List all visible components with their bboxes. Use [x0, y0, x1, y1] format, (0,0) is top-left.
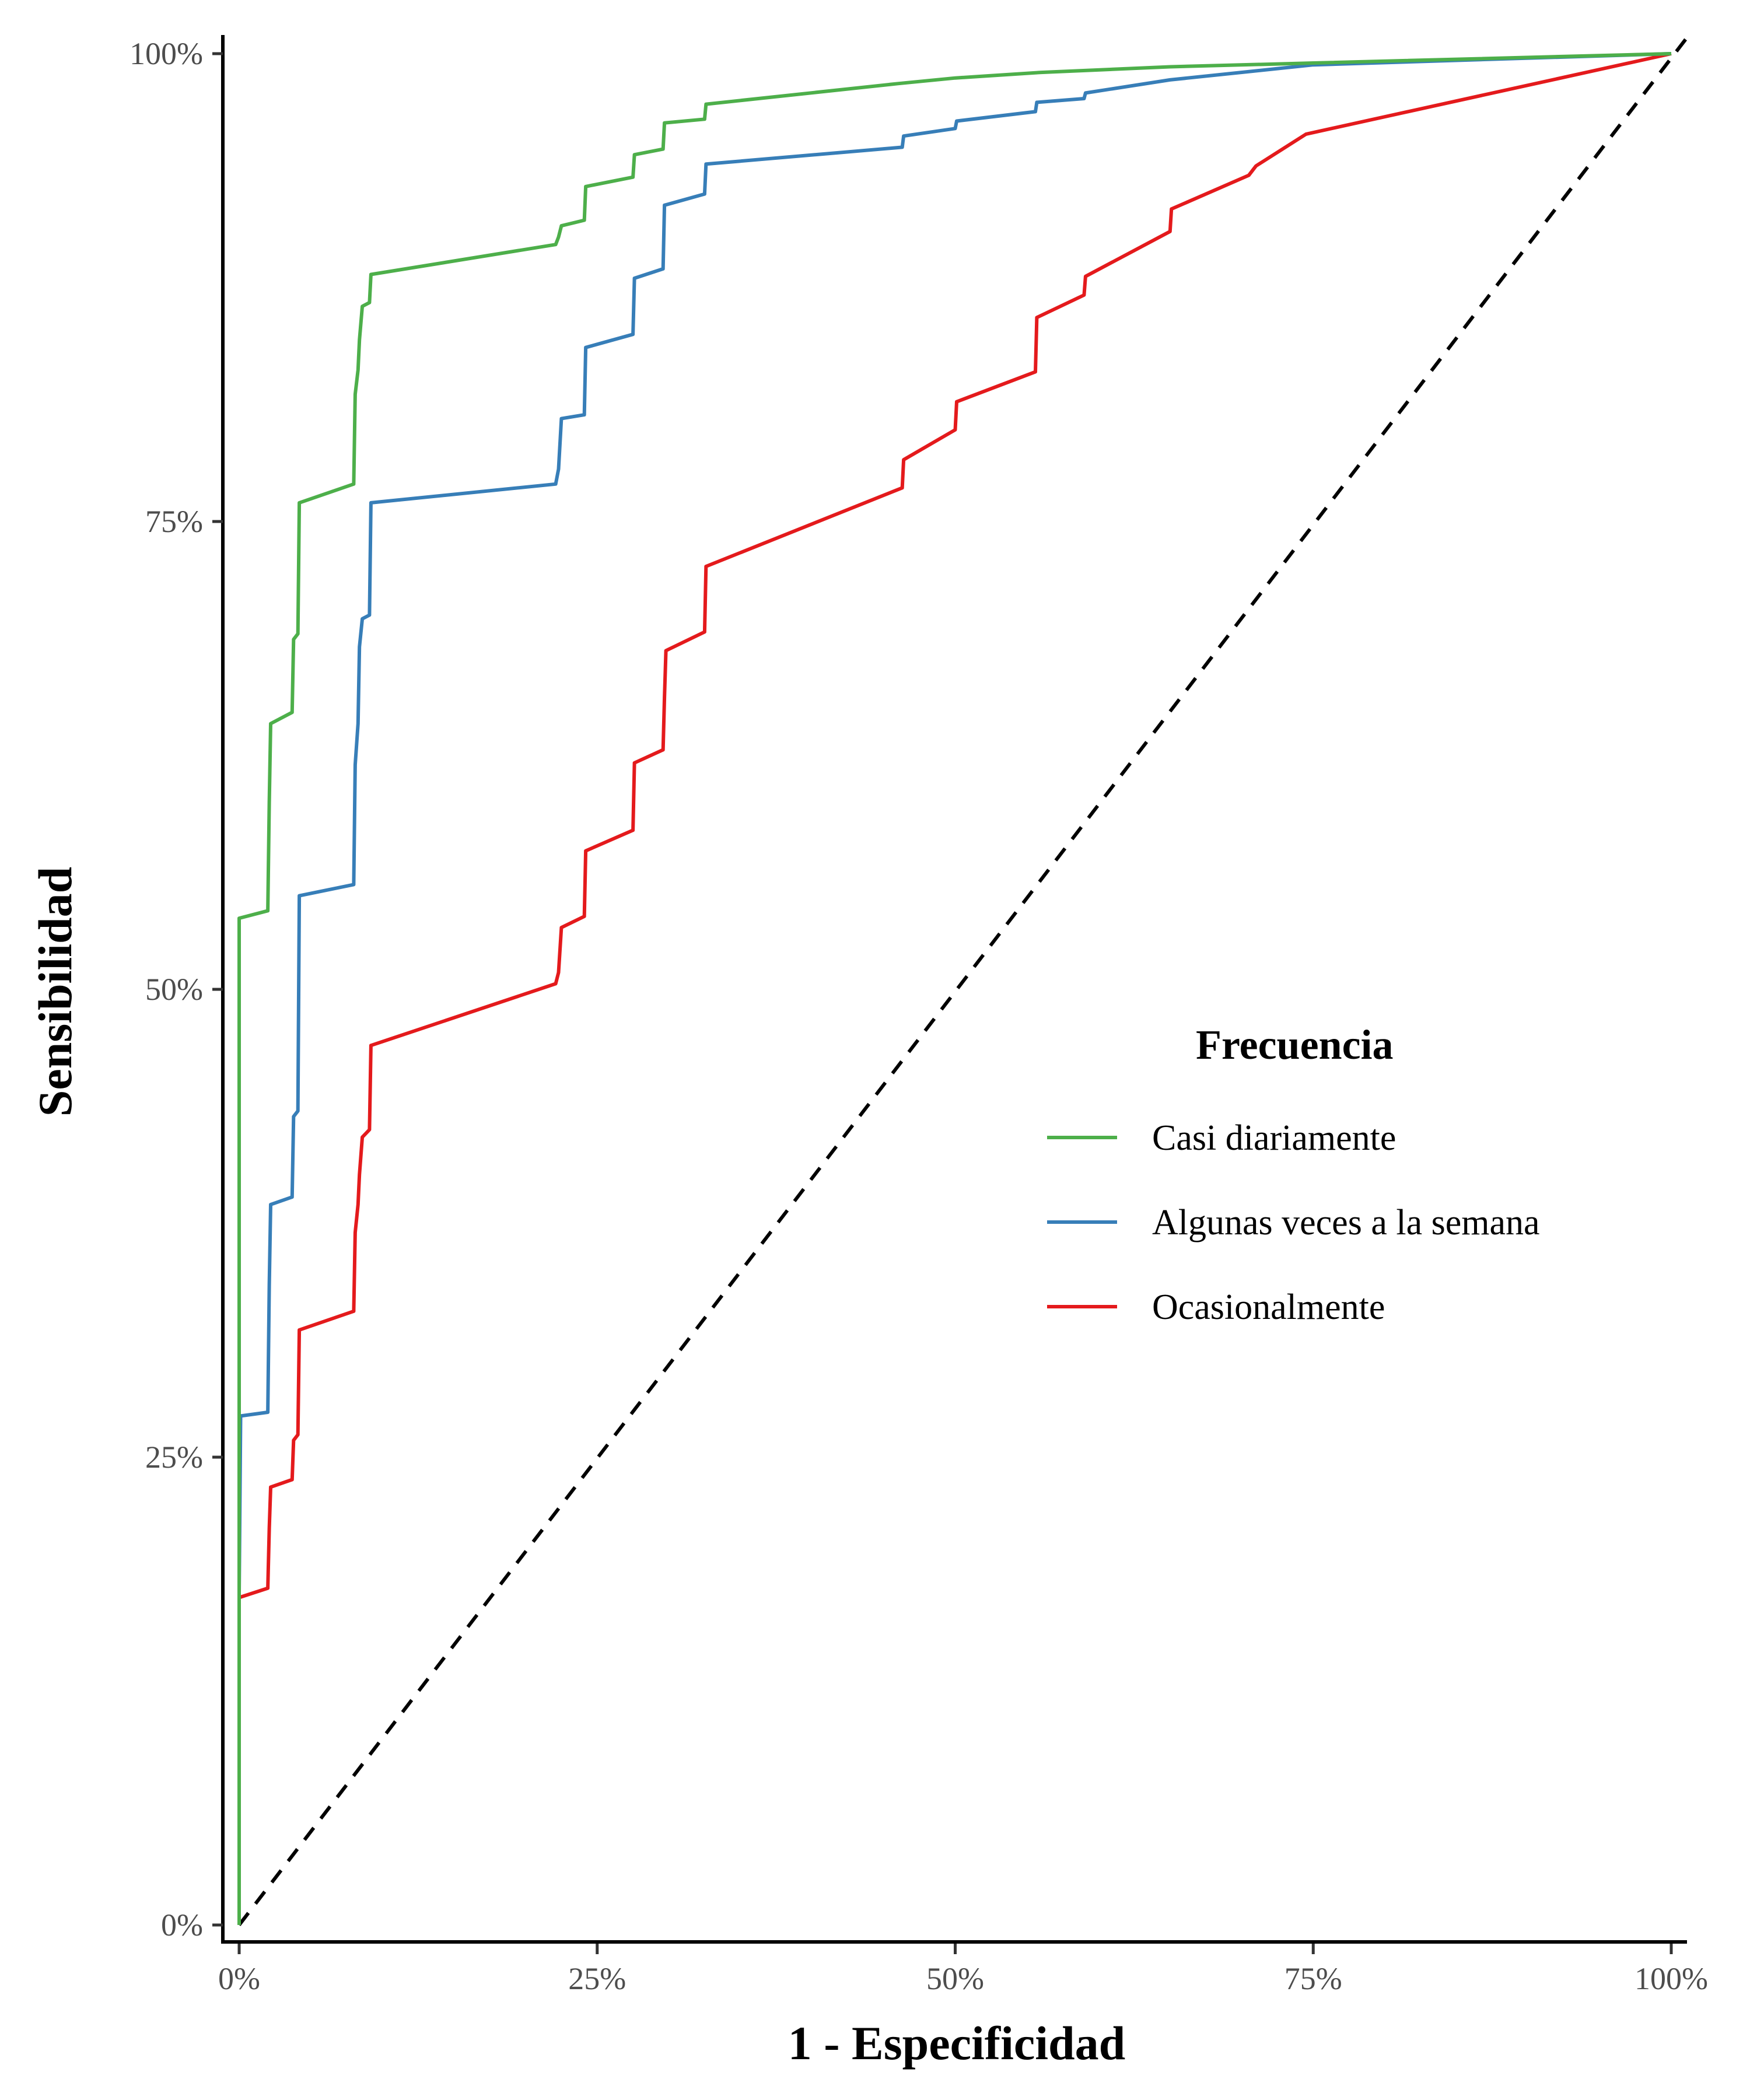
legend-label-ocasionalmente: Ocasionalmente	[1152, 1287, 1385, 1327]
legend-title: Frecuencia	[1196, 1021, 1394, 1068]
y-tick-label: 0%	[161, 1908, 203, 1943]
axes-layer	[221, 35, 1687, 1944]
y-tick-label: 75%	[145, 504, 203, 539]
legend-label-algunas-veces-a-la-semana: Algunas veces a la semana	[1152, 1203, 1540, 1242]
reference-diagonal-line	[237, 38, 1688, 1926]
x-tick-label: 100%	[1634, 1961, 1708, 1996]
y-tick-label: 25%	[145, 1440, 203, 1475]
x-tick-label: 25%	[568, 1961, 626, 1996]
ticks-layer: 0% 25% 50% 75% 100% 0% 25% 50% 75% 100%	[130, 36, 1708, 1996]
series-line-ocasionalmente	[237, 52, 1672, 1925]
reference-line-layer	[237, 38, 1688, 1926]
legend: Frecuencia Casi diariamente Algunas veces…	[1047, 1021, 1540, 1327]
y-axis-title: Sensibilidad	[29, 867, 82, 1116]
x-tick-label: 0%	[218, 1961, 260, 1996]
y-tick-label: 50%	[145, 972, 203, 1007]
series-line-casi-diariamente	[237, 52, 1672, 1925]
series-layer	[237, 52, 1672, 1925]
series-line-algunas-veces-a-la-semana	[237, 52, 1672, 1925]
x-axis-title: 1 - Especificidad	[788, 2017, 1126, 2070]
y-tick-label: 100%	[130, 36, 203, 71]
legend-label-casi-diariamente: Casi diariamente	[1152, 1118, 1396, 1158]
x-tick-label: 50%	[926, 1961, 984, 1996]
legend-items: Casi diariamente Algunas veces a la seman…	[1047, 1118, 1540, 1327]
x-tick-label: 75%	[1284, 1961, 1342, 1996]
